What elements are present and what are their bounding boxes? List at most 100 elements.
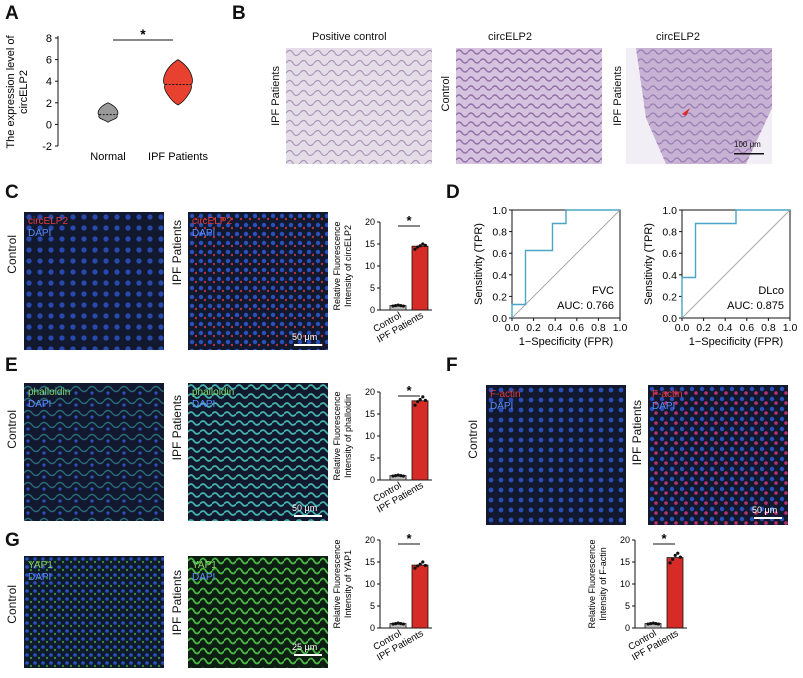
y-tick-label: 20 <box>365 217 375 227</box>
b-row-label-1: IPF Patients <box>270 66 282 126</box>
bar-chart-c: Relative Fluorescence Intensity of circEL… <box>332 213 432 345</box>
y-tick-label: 8 <box>46 33 52 45</box>
x-tick-label: 0.2 <box>696 322 711 334</box>
data-point <box>399 474 403 478</box>
y-tick-label: 6 <box>46 55 52 67</box>
data-point <box>421 560 425 564</box>
c-image-ipf: circELP2 DAPI 50 μm <box>188 212 328 350</box>
y-tick-label: 10 <box>365 431 375 441</box>
e-image-ipf: phalloidin DAPI 50 μm <box>188 383 328 521</box>
y-tick-label: 5 <box>625 601 630 611</box>
x-tick-label: 0.0 <box>505 322 520 334</box>
c-scale-bar <box>294 344 322 346</box>
e-scale-label: 50 μm <box>292 503 318 513</box>
data-point <box>413 403 417 407</box>
e-row-ipf: IPF Patients <box>170 395 184 461</box>
c-image-control: circELP2 DAPI <box>24 212 164 350</box>
diagonal-reference-line <box>511 209 621 319</box>
y-tick-label: 0 <box>46 119 52 131</box>
x-tick-label: 0.2 <box>526 322 541 334</box>
data-point <box>401 622 405 626</box>
y-axis-label-line2: Intensity of YAP1 <box>343 550 353 618</box>
e-stain-label-1: phalloidin <box>28 387 71 398</box>
x-tick-label: IPF Patients <box>148 151 208 163</box>
b-title-1: Positive control <box>312 31 387 43</box>
f-stain-label-1: F-actin <box>490 389 521 400</box>
y-tick-label: 0 <box>370 475 375 485</box>
data-point <box>399 304 403 308</box>
x-tick-label: 1.0 <box>783 322 798 334</box>
data-point <box>399 622 403 626</box>
bar-ipf-patients <box>411 400 429 481</box>
y-axis-label-line2: circELP2 <box>18 70 30 114</box>
data-point <box>646 622 650 626</box>
y-tick-label: 0.6 <box>662 248 677 260</box>
roc-chart-dlco: 0.00.20.40.60.81.00.0 0.2 0.4 0.6 0.8 1.01−Sp… <box>643 205 798 348</box>
data-point <box>649 622 653 626</box>
g-stain-label-2: YAP1 <box>192 560 217 571</box>
data-point <box>413 247 417 251</box>
y-tick-label: 4 <box>46 76 52 88</box>
y-axis-label: Sensitivity (TPR) <box>473 223 485 305</box>
series-label: DLco <box>758 285 784 297</box>
auc-label: AUC: 0.875 <box>727 300 784 312</box>
data-point <box>396 473 400 477</box>
x-tick-label: 0.4 <box>718 322 733 334</box>
f-scale-bar <box>754 517 782 519</box>
data-point <box>421 242 425 246</box>
y-tick-label: 0.0 <box>492 313 507 325</box>
f-image-control: F-actin DAPI <box>486 385 626 525</box>
x-tick-label: 0.4 <box>548 322 563 334</box>
panel-letter-e: E <box>5 355 18 376</box>
diagonal-reference-line <box>681 209 791 319</box>
y-tick-label: 15 <box>365 557 375 567</box>
bar-ipf-patients <box>666 557 684 629</box>
y-axis-label-line2: Intensity of F-actin <box>598 547 608 621</box>
violin-normal <box>97 102 119 123</box>
data-point <box>394 474 398 478</box>
data-point <box>651 621 655 625</box>
b-scale-label: 100 μm <box>734 140 761 149</box>
x-tick-label: Normal <box>90 151 125 163</box>
f-row-control: Control <box>466 420 480 459</box>
x-tick-label: 0.0 <box>675 322 690 334</box>
g-image-control: YAP1 DAPI <box>24 556 164 668</box>
data-point <box>401 474 405 478</box>
data-point <box>396 303 400 307</box>
panel-letter-a: A <box>5 3 19 24</box>
y-tick-label: 10 <box>365 579 375 589</box>
y-tick-label: 0 <box>370 623 375 633</box>
b-title-2: circELP2 <box>488 31 533 43</box>
bar-chart-g: Relative Fluorescence Intensity of YAP1 0 5… <box>332 531 432 663</box>
y-axis-label-line2: Intensity of circELP2 <box>343 225 353 307</box>
g-dapi-label-2: DAPI <box>192 572 216 583</box>
significance-star: * <box>406 531 412 546</box>
c-row-control: Control <box>5 235 19 274</box>
x-axis-label: 1−Specificity (FPR) <box>519 336 613 348</box>
data-point <box>413 566 417 570</box>
auc-label: AUC: 0.766 <box>557 300 614 312</box>
y-axis-label-line1: Relative Fluorescence <box>332 391 342 480</box>
f-image-ipf: F-actin DAPI 50 μm <box>648 385 788 525</box>
data-point <box>423 243 427 247</box>
data-point <box>416 245 420 249</box>
y-tick-label: 10 <box>365 261 375 271</box>
g-image-ipf: YAP1 DAPI 25 μm <box>188 556 328 668</box>
y-tick-label: 20 <box>365 387 375 397</box>
y-tick-label: 5 <box>370 453 375 463</box>
data-point <box>656 622 660 626</box>
data-point <box>391 474 395 478</box>
y-axis-label-line1: Relative Fluorescence <box>332 221 342 310</box>
y-tick-label: 5 <box>370 601 375 611</box>
significance-star: * <box>140 26 146 42</box>
data-point <box>416 564 420 568</box>
panel-b: Positive control circELP2 circELP2 IPF P… <box>270 6 800 176</box>
data-point <box>416 400 420 404</box>
f-row-ipf: IPF Patients <box>630 400 644 466</box>
data-point <box>423 563 427 568</box>
y-tick-label: 0.0 <box>662 313 677 325</box>
significance-star: * <box>406 213 412 228</box>
data-point <box>394 304 398 308</box>
he-image-ipf: 100 μm <box>626 48 772 164</box>
x-tick-label: 0.6 <box>569 322 584 334</box>
